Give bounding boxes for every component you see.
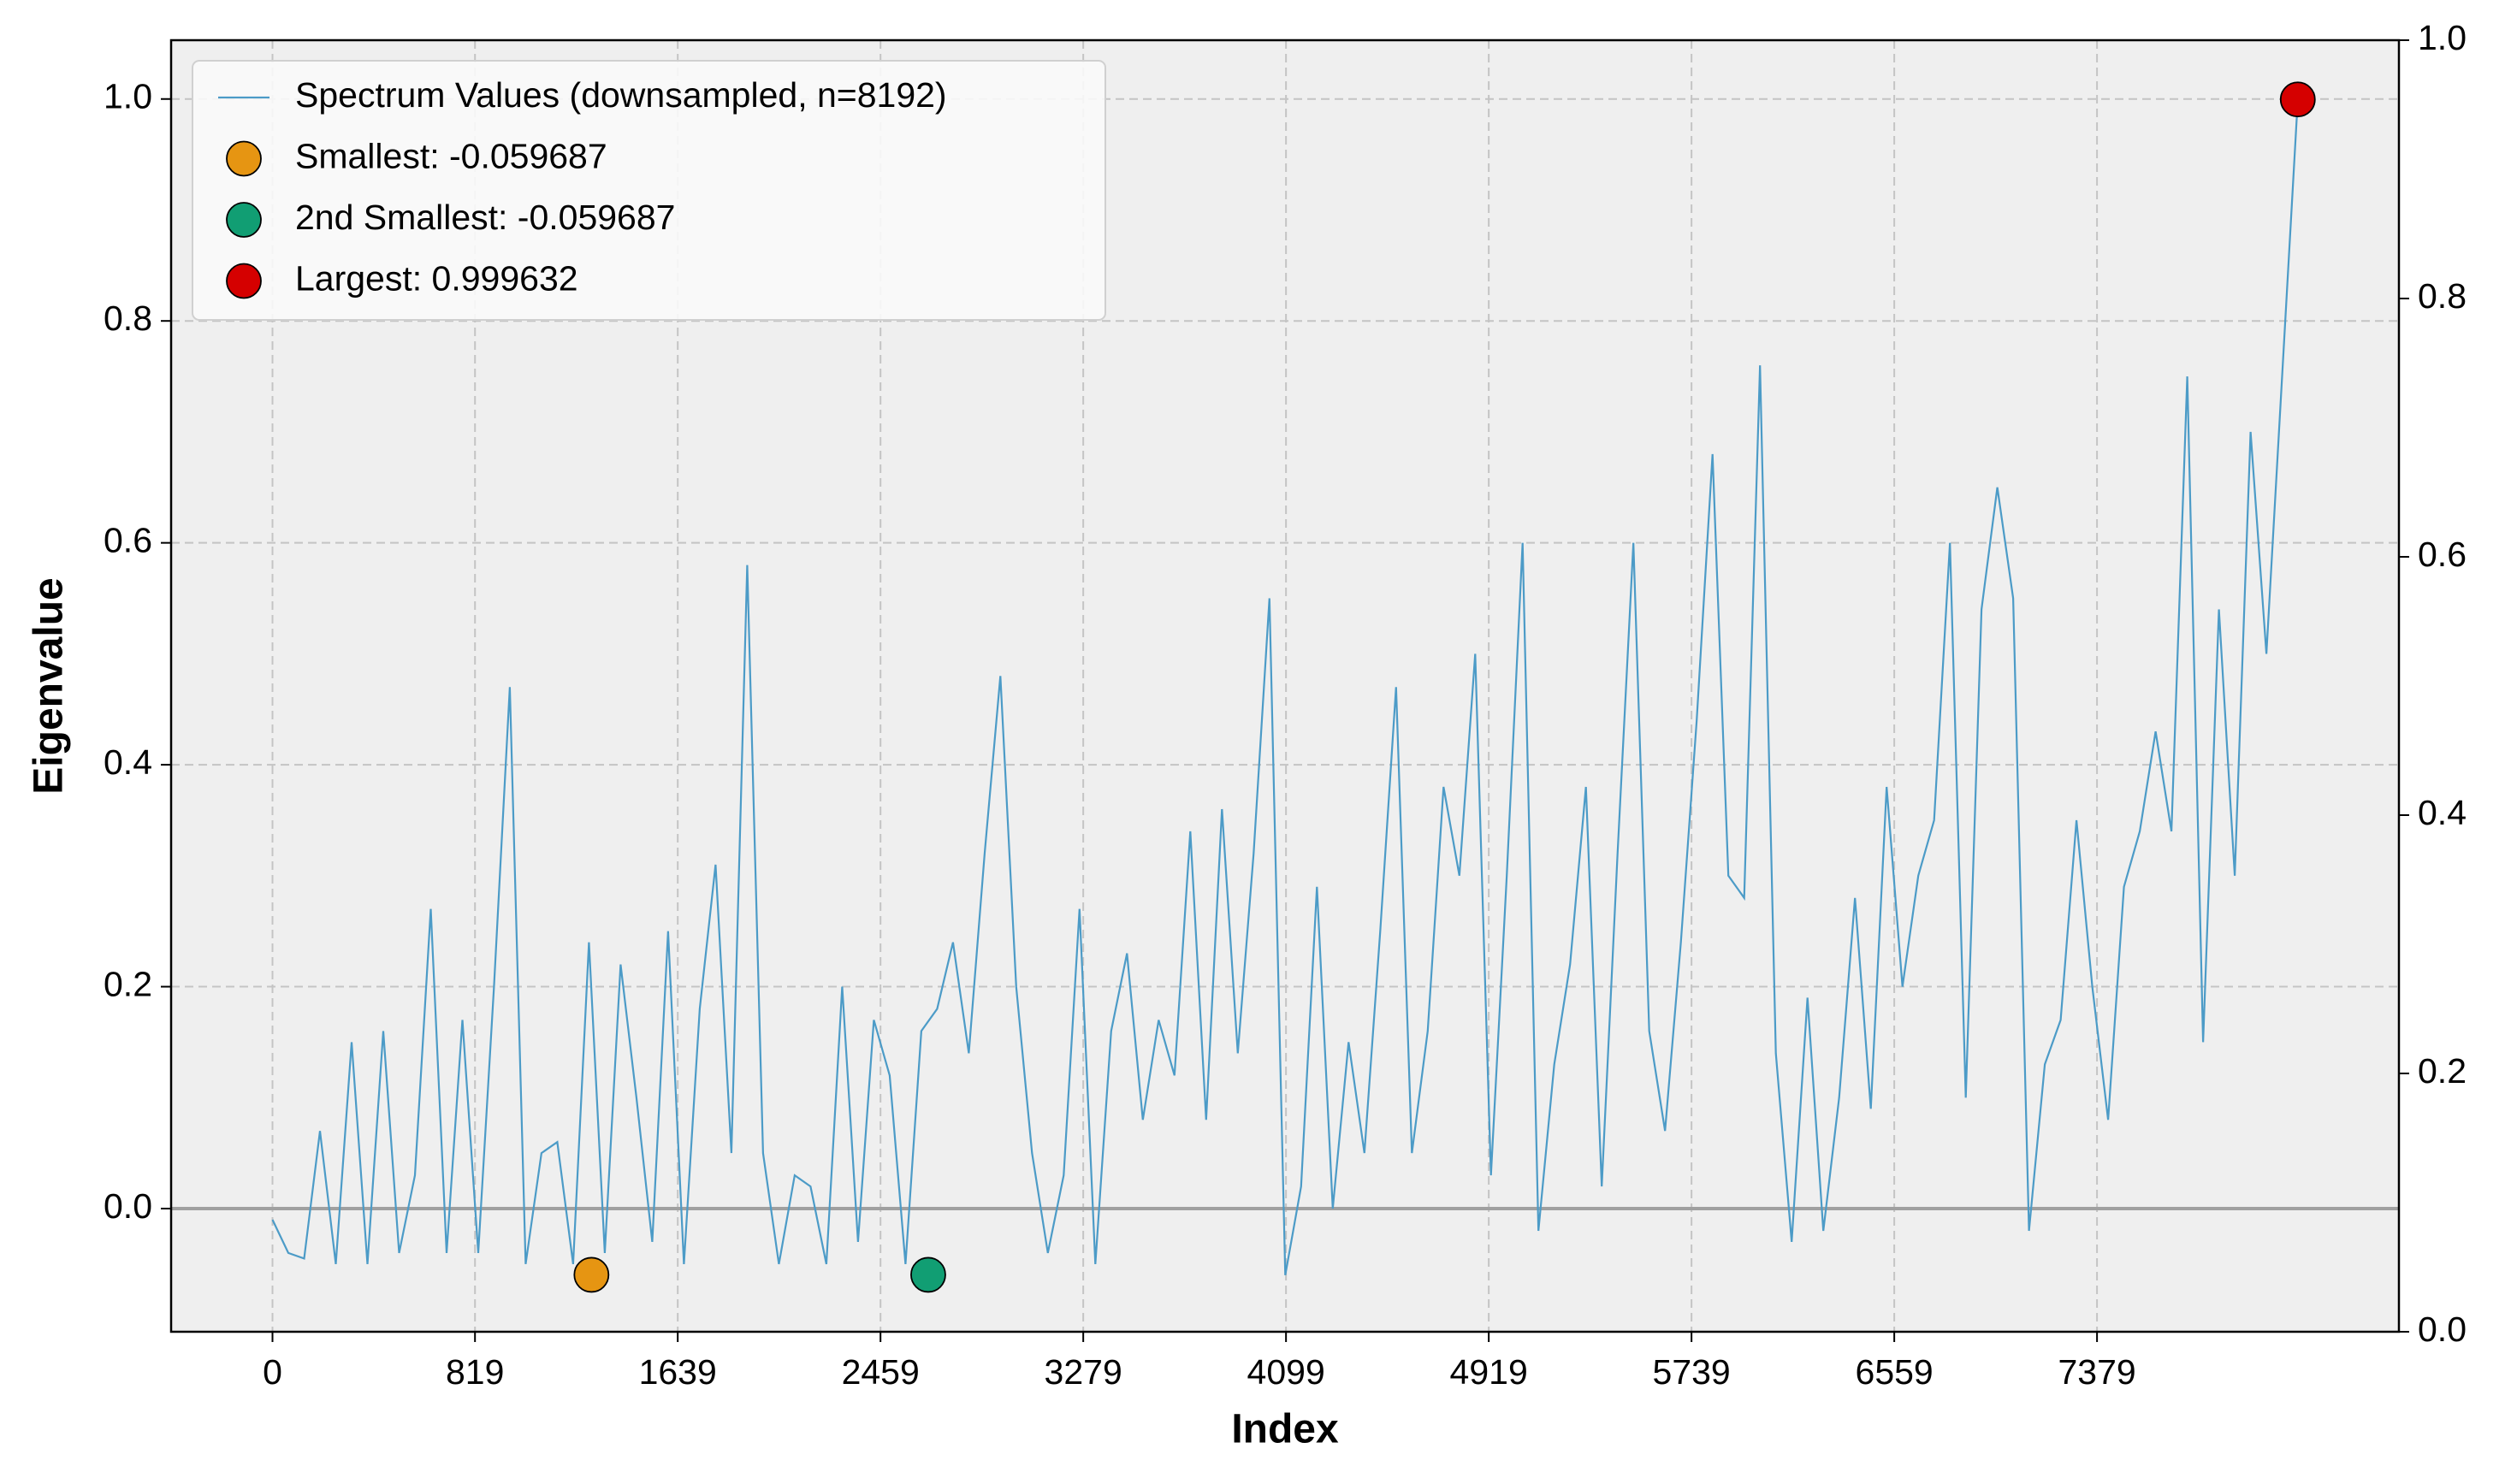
- y2-tick-label: 0.6: [2418, 535, 2467, 574]
- marker-point: [573, 1256, 610, 1293]
- legend-swatch: [226, 140, 262, 177]
- x-tick-label: 5739: [1653, 1352, 1731, 1392]
- y-tick-label: 0.2: [104, 964, 152, 1003]
- x-tick-label: 7379: [2058, 1352, 2136, 1392]
- y2-tick-label: 0.4: [2418, 793, 2467, 832]
- legend-label: Spectrum Values (downsampled, n=8192): [295, 75, 947, 115]
- x-axis-title: Index: [1231, 1407, 1339, 1452]
- y-tick-label: 0.0: [104, 1186, 152, 1226]
- x-tick-label: 4919: [1450, 1352, 1528, 1392]
- legend-label: 2nd Smallest: -0.059687: [295, 198, 675, 237]
- marker-point: [910, 1256, 946, 1293]
- y-tick-label: 1.0: [104, 77, 152, 116]
- y-axis-title: Eigenvalue: [27, 577, 72, 794]
- legend-swatch: [226, 263, 262, 299]
- spectrum-line: [271, 99, 2299, 1275]
- legend-label: Largest: 0.999632: [295, 258, 578, 298]
- marks: [171, 81, 2399, 1293]
- legend: Spectrum Values (downsampled, n=8192) Sma…: [192, 60, 1106, 321]
- y2-tick-label: 1.0: [2418, 18, 2467, 57]
- y2-tick-label: 0.0: [2418, 1310, 2467, 1349]
- x-tick-label: 6559: [1856, 1352, 1934, 1392]
- y2-tick-label: 0.8: [2418, 276, 2467, 316]
- x-tick-label: 3279: [1045, 1352, 1122, 1392]
- y-tick-label: 0.6: [104, 520, 152, 559]
- legend-swatch: [226, 202, 262, 238]
- grid: [171, 40, 2399, 1332]
- legend-label: Smallest: -0.059687: [295, 136, 607, 175]
- y-tick-label: 0.8: [104, 299, 152, 338]
- x-tick-label: 1639: [639, 1352, 717, 1392]
- x-tick-label: 0: [263, 1352, 282, 1392]
- x-tick-label: 2459: [842, 1352, 920, 1392]
- y-tick-label: 0.4: [104, 742, 152, 782]
- x-tick-label: 4099: [1247, 1352, 1325, 1392]
- y2-tick-label: 0.2: [2418, 1051, 2467, 1091]
- plot-frame: [169, 38, 2401, 1333]
- marker-point: [2279, 81, 2316, 118]
- x-tick-label: 819: [446, 1352, 504, 1392]
- legend-box: [192, 60, 1106, 321]
